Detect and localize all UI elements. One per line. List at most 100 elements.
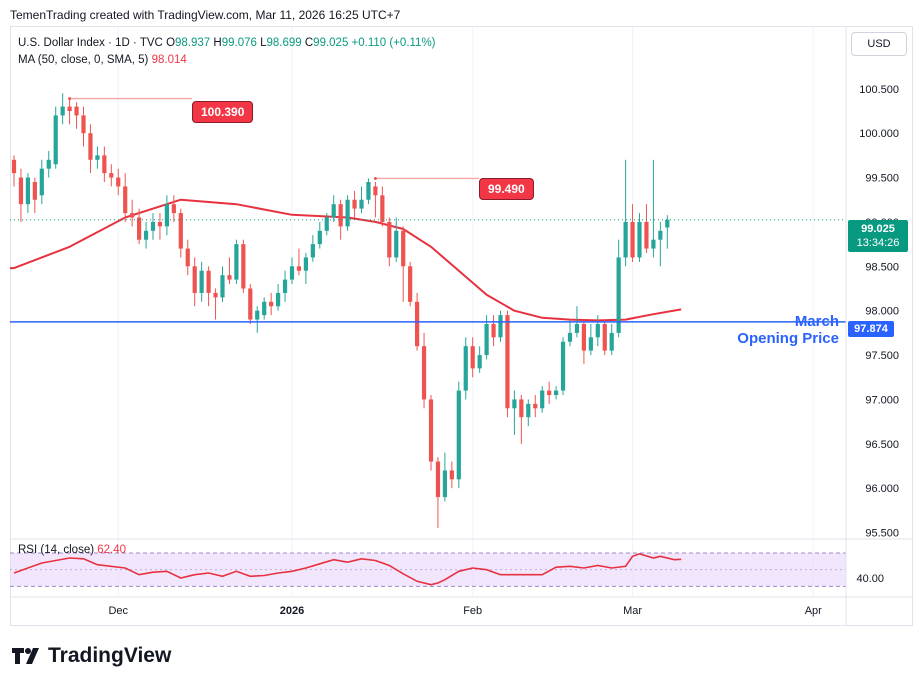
candle [359, 186, 364, 214]
candle-body [116, 177, 121, 187]
candle-body [296, 266, 302, 271]
candle-body [581, 324, 586, 351]
rsi-legend: RSI (14, close) 62.40 [18, 544, 126, 556]
candle-body [644, 221, 649, 249]
candle [317, 221, 322, 249]
candle [248, 284, 253, 324]
candle-body [498, 315, 503, 338]
candle-body [74, 106, 79, 116]
candle [157, 213, 163, 240]
rsi-layer [10, 552, 846, 587]
candle-body [567, 332, 573, 342]
y-tick-label: 98.500 [865, 261, 899, 273]
candle [470, 337, 475, 378]
candle [352, 190, 357, 218]
high-callout-2[interactable]: 99.490 [479, 178, 534, 200]
candle [234, 239, 239, 285]
opening-price-tag: 97.874 [848, 321, 894, 337]
march-opening-annotation[interactable]: March Opening Price [737, 313, 839, 347]
candle-body [157, 221, 163, 227]
candle [289, 257, 295, 285]
candle [644, 204, 649, 253]
candle [331, 195, 336, 222]
rsi-label[interactable]: RSI (14, close) [18, 544, 95, 556]
candle-body [560, 341, 566, 391]
candle-body [25, 177, 30, 205]
candle [602, 319, 607, 356]
candle-body [109, 173, 114, 178]
high-callout-1[interactable]: 100.390 [192, 101, 254, 123]
candle [143, 221, 149, 249]
tradingview-logo[interactable]: TradingView [12, 644, 171, 668]
candle-body [533, 403, 538, 409]
x-tick-label: Mar [623, 605, 642, 617]
candle [456, 381, 461, 489]
candle [123, 173, 128, 222]
y-tick-label: 96.000 [865, 483, 899, 495]
candle-body [60, 106, 65, 116]
candle [164, 195, 169, 236]
symbol-title[interactable]: U.S. Dollar Index · 1D · TVC [18, 37, 163, 49]
candle [380, 186, 385, 227]
bar-countdown: 13:34:26 [856, 237, 900, 249]
candle-body [234, 244, 239, 280]
candle [547, 381, 552, 404]
candle [282, 270, 288, 302]
candle [540, 386, 545, 413]
y-tick-label: 100.500 [859, 84, 899, 96]
candle-body [658, 230, 663, 240]
y-tick-label: 99.500 [865, 173, 899, 185]
candle [39, 159, 44, 205]
candle [227, 257, 232, 285]
candle-body [602, 324, 607, 351]
candle-body [651, 239, 656, 249]
candle-body [463, 346, 468, 391]
candle-body [310, 244, 315, 258]
candle [463, 337, 468, 400]
candle-body [18, 177, 24, 205]
candle [442, 452, 447, 502]
candle [533, 395, 538, 418]
candle [109, 164, 114, 187]
candle [428, 395, 434, 471]
candle [199, 261, 204, 302]
candle-body [609, 332, 614, 351]
candle [449, 461, 454, 489]
ohlc-o: O98.937 [166, 37, 214, 49]
candle-body [477, 355, 482, 369]
ma-label[interactable]: MA (50, close, 0, SMA, 5) [18, 54, 149, 66]
candle-body [185, 248, 190, 267]
candle [32, 177, 37, 214]
candle [116, 168, 121, 196]
candle [178, 208, 183, 258]
currency-button[interactable]: USD [851, 32, 907, 56]
high1-marker [68, 97, 72, 101]
x-tick-label: Feb [463, 605, 482, 617]
candle [46, 150, 51, 178]
rsi-tick-label: 40.00 [856, 573, 884, 585]
candle-body [519, 399, 524, 418]
candle-body [137, 217, 142, 240]
candle [477, 346, 482, 373]
candle-body [227, 275, 232, 280]
candle-body [95, 155, 100, 160]
candle-body [456, 390, 461, 480]
y-tick-label: 98.000 [865, 306, 899, 318]
candle [581, 319, 586, 364]
candle-body [123, 186, 128, 214]
candle-body [394, 230, 399, 258]
candle [526, 399, 531, 427]
candle [276, 284, 281, 311]
chart-frame[interactable] [10, 26, 913, 626]
candle [255, 306, 260, 333]
candle [609, 324, 614, 356]
candle [303, 253, 308, 285]
last-price-tag: 99.025 13:34:26 [848, 220, 908, 252]
attribution-text: TemenTrading created with TradingView.co… [10, 8, 401, 22]
candle-body [241, 244, 246, 289]
candle [519, 395, 524, 444]
candle [491, 315, 496, 347]
candle-body [248, 288, 253, 320]
candle [595, 315, 600, 347]
